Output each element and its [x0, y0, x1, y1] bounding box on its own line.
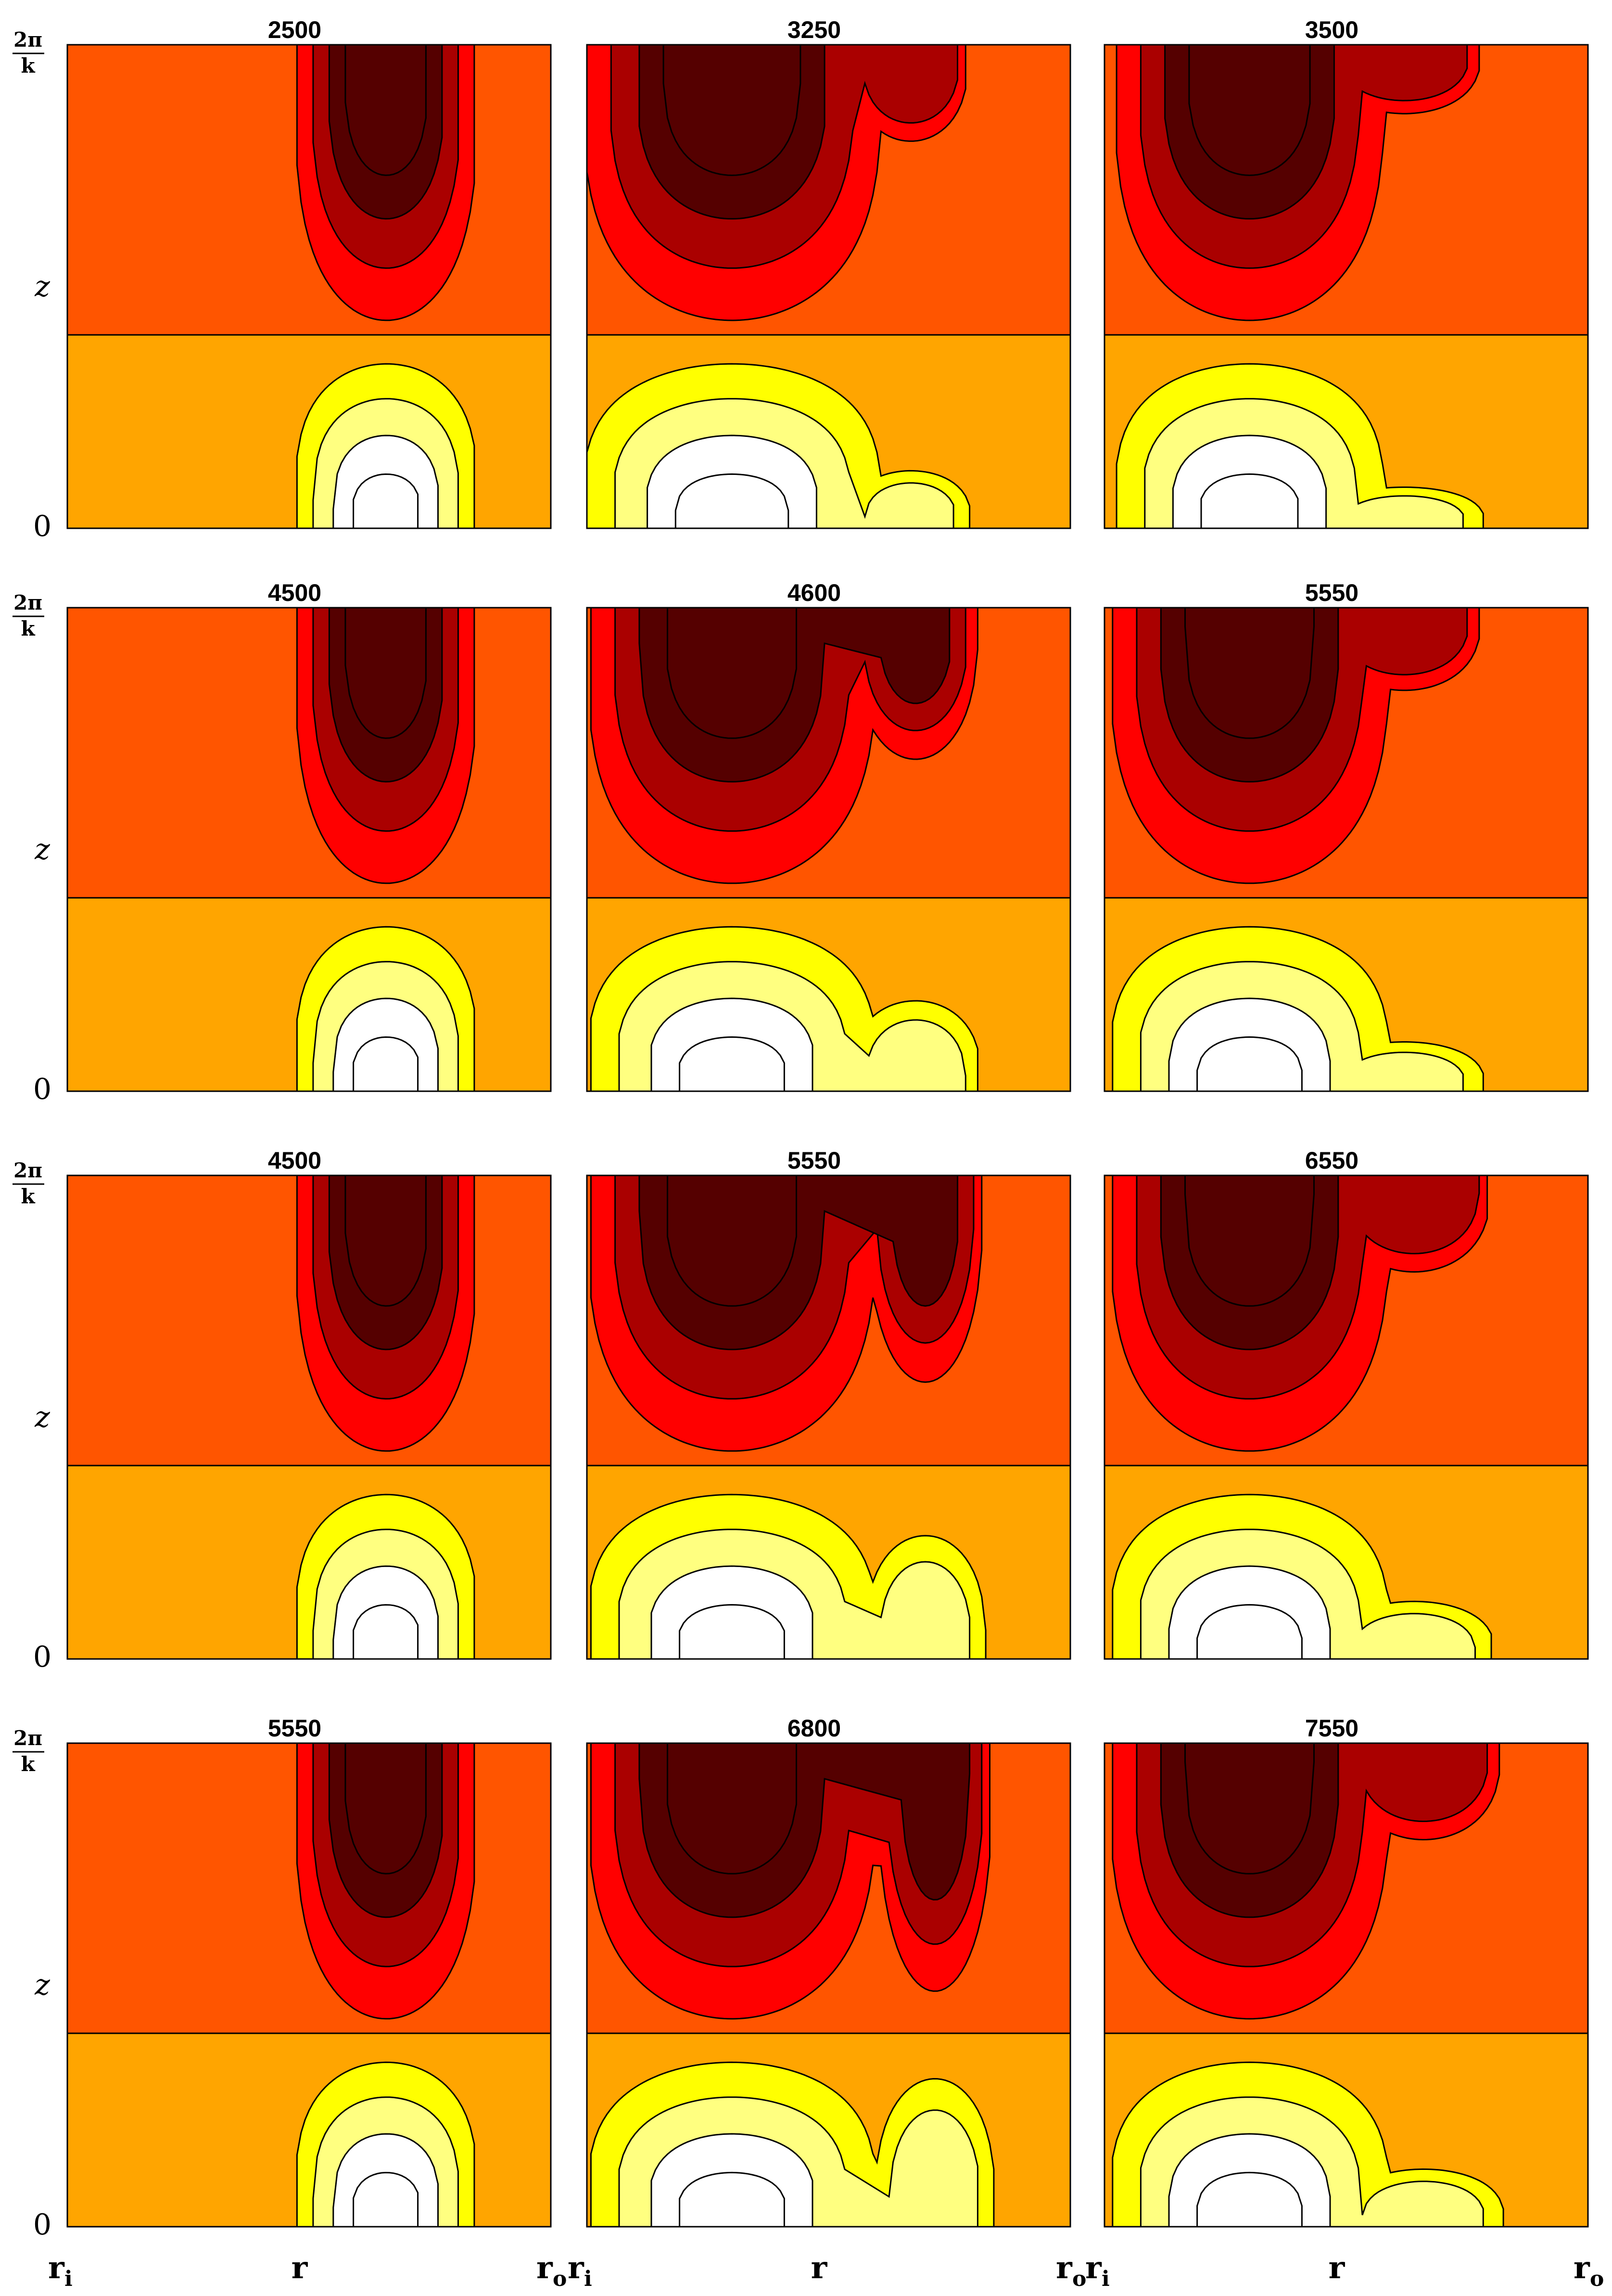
y-tick-top-numerator: 2π: [13, 1726, 42, 1750]
contour-panel-9: 5550: [66, 1715, 552, 2228]
x-tick-right: r: [1574, 2250, 1590, 2286]
y-axis-row-3: 2πk z 0: [13, 1726, 51, 2242]
contour-panel-7: 5550: [586, 1147, 1071, 1660]
panel-title: 5550: [268, 1715, 321, 1742]
panel-frame: [586, 607, 1071, 1092]
y-tick-bottom: 0: [33, 1640, 51, 1674]
y-axis-row-1: 2π k z 0: [13, 591, 51, 1106]
y-axis-label: z: [34, 1401, 50, 1434]
panel-frame: [586, 1174, 1071, 1660]
y-tick-bottom: 0: [33, 510, 51, 543]
contour-panel-5: 5550: [1104, 579, 1589, 1092]
x-tick-left: r: [1085, 2250, 1102, 2286]
y-axis-label: z: [34, 270, 50, 304]
y-axis-label: z: [34, 833, 50, 867]
contour-level-neg-3: [1188, 44, 1311, 176]
contour-level-neg-3: [667, 1742, 797, 1875]
contour-level-pos-3: [679, 1036, 785, 1092]
y-tick-top-denominator: k: [21, 54, 35, 77]
panel-title: 2500: [268, 16, 321, 43]
y-axis-row-2: 2π k z 0: [13, 1159, 51, 1674]
contour-level-pos-3: [1196, 2171, 1303, 2228]
contour-level-pos-3: [674, 473, 789, 529]
contour-panel-2: 3500: [1104, 16, 1589, 529]
x-tick-left: r: [48, 2250, 65, 2286]
contour-level-neg-3: [1184, 1742, 1315, 1875]
contour-level-pos-3: [353, 1604, 419, 1660]
x-tick-right-subscript: o: [1590, 2267, 1604, 2291]
y-tick-top-denominator: k: [21, 617, 35, 640]
contour-level-neg-3: [667, 607, 797, 739]
panel-title: 6550: [1305, 1147, 1358, 1174]
panel-title: 4500: [268, 1147, 321, 1174]
contour-panel-0: 2500: [66, 16, 552, 529]
x-tick-right: r: [1056, 2250, 1073, 2286]
panel-frame: [66, 1174, 552, 1660]
x-tick-left: r: [568, 2250, 584, 2286]
contour-level-pos-3: [679, 1604, 785, 1660]
contour-level-pos-3: [353, 473, 419, 529]
contour-panel-10: 6800: [586, 1715, 1071, 2228]
contour-level-pos-3: [353, 2171, 419, 2228]
panel-title: 4500: [268, 579, 321, 606]
contour-level-pos-3: [1196, 1604, 1303, 1660]
panel-title: 4600: [787, 579, 841, 606]
panel-title: 5550: [787, 1147, 841, 1174]
x-tick-left-subscript: i: [64, 2267, 73, 2291]
x-tick-right: r: [536, 2250, 553, 2286]
contour-panel-3: 4500: [66, 579, 552, 1092]
panel-title: 6800: [787, 1715, 841, 1742]
contour-level-pos-3: [1196, 1036, 1303, 1092]
contour-panel-11: 7550: [1104, 1715, 1589, 2228]
x-axis-label: r: [1329, 2250, 1345, 2286]
y-axis-row-0: 2π k z 0: [13, 28, 51, 543]
contour-level-neg-3: [662, 44, 801, 176]
x-tick-left-subscript: i: [584, 2267, 592, 2291]
contour-level-pos-3: [1200, 473, 1299, 529]
contour-level-neg-3: [1184, 607, 1315, 739]
x-tick-right-subscript: o: [1072, 2267, 1086, 2291]
y-tick-top-numerator: 2π: [13, 1159, 42, 1182]
panel-frame: [66, 1742, 552, 2228]
y-tick-top-denominator: k: [21, 1185, 35, 1208]
contour-level-pos-3: [353, 1036, 419, 1092]
y-tick-top-denominator: k: [21, 1752, 35, 1776]
contour-panel-4: 4600: [586, 579, 1071, 1092]
contour-panel-6: 4500: [66, 1147, 552, 1660]
panel-title: 5550: [1305, 579, 1358, 606]
panel-frame: [66, 607, 552, 1092]
x-tick-left-subscript: i: [1102, 2267, 1110, 2291]
y-tick-bottom: 0: [33, 1072, 51, 1106]
panel-frame: [586, 1742, 1071, 2228]
contour-level-neg-3: [344, 1742, 427, 1875]
panel-title: 3250: [787, 16, 841, 43]
contour-level-neg-3: [344, 44, 427, 176]
y-axis-label: z: [34, 1968, 50, 2002]
panel-title: 7550: [1305, 1715, 1358, 1742]
panel-frame: [1104, 44, 1589, 529]
contour-level-neg-3: [344, 607, 427, 739]
panel-frame: [1104, 1174, 1589, 1660]
x-axis-label: r: [811, 2250, 828, 2286]
panel-frame: [1104, 607, 1589, 1092]
panel-frame: [1104, 1742, 1589, 2228]
panel-frame: [586, 44, 1071, 529]
panel-title: 3500: [1305, 16, 1358, 43]
contour-level-neg-3: [1184, 1174, 1315, 1307]
x-axis-label: r: [292, 2250, 308, 2286]
panel-frame: [66, 44, 552, 529]
contour-level-pos-3: [679, 2171, 785, 2228]
contour-level-neg-3: [667, 1174, 797, 1307]
contour-panel-1: 3250: [586, 16, 1071, 529]
x-tick-right-subscript: o: [553, 2267, 567, 2291]
contour-panel-8: 6550: [1104, 1147, 1589, 1660]
contour-level-neg-3: [344, 1174, 427, 1307]
y-tick-top-numerator: 2π: [13, 591, 42, 614]
y-tick-top-numerator: 2π: [13, 28, 42, 51]
y-tick-bottom: 0: [33, 2208, 51, 2242]
